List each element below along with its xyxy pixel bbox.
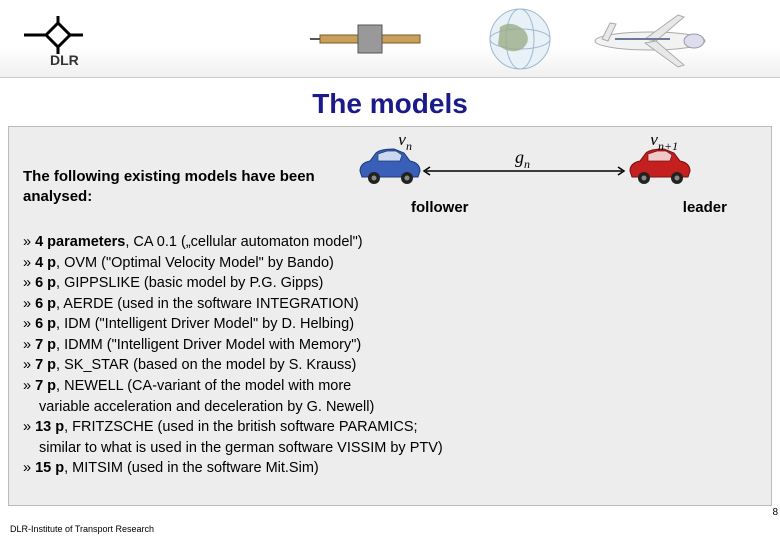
bullet: » (23, 296, 35, 312)
svg-text:vn: vn (398, 137, 412, 153)
vn-sub: n (406, 139, 412, 153)
model-param-count: 7 p (35, 337, 56, 353)
model-item: » 13 p, FRITZSCHE (used in the british s… (23, 418, 757, 438)
model-item: » 6 p, AERDE (used in the software INTEG… (23, 295, 757, 315)
page-number: 8 (772, 507, 778, 518)
model-list: » 4 parameters, CA 0.1 („cellular automa… (23, 233, 757, 479)
model-item: » 6 p, IDM ("Intelligent Driver Model" b… (23, 315, 757, 335)
model-param-count: 7 p (35, 357, 56, 373)
model-item: » 15 p, MITSIM (used in the software Mit… (23, 459, 757, 479)
leader-label: leader (683, 199, 727, 216)
bullet: » (23, 255, 35, 271)
intro-text: The following existing models have been … (23, 137, 343, 208)
follower-car-icon (360, 149, 420, 184)
car-following-diagram: vn gn vn+1 follower leader (343, 137, 757, 219)
model-param-count: 13 p (35, 419, 64, 435)
follower-label: follower (411, 199, 469, 216)
bullet: » (23, 234, 35, 250)
model-param-count: 4 p (35, 255, 56, 271)
model-description: , FRITZSCHE (used in the british softwar… (64, 419, 417, 435)
model-item: » 7 p, IDMM ("Intelligent Driver Model w… (23, 336, 757, 356)
header-bar: DLR (0, 0, 780, 78)
model-item-continuation: similar to what is used in the german so… (23, 439, 757, 459)
vn-symbol: v (398, 137, 406, 149)
model-item: » 4 p, OVM ("Optimal Velocity Model" by … (23, 254, 757, 274)
model-description: , IDMM ("Intelligent Driver Model with M… (56, 337, 361, 353)
bullet: » (23, 419, 35, 435)
bullet: » (23, 357, 35, 373)
car-diagram-svg: vn gn vn+1 (343, 137, 757, 197)
bullet: » (23, 337, 35, 353)
svg-text:gn: gn (515, 147, 530, 171)
model-param-count: 6 p (35, 296, 56, 312)
footer-text: DLR-Institute of Transport Research (10, 524, 154, 534)
bullet: » (23, 378, 35, 394)
model-item: » 7 p, SK_STAR (based on the model by S.… (23, 356, 757, 376)
dlr-logo: DLR (18, 12, 88, 58)
header-imagery (250, 0, 750, 78)
bullet: » (23, 460, 35, 476)
model-description: , CA 0.1 („cellular automaton model") (125, 234, 362, 250)
header-collage-icon (250, 3, 750, 75)
leader-car-icon (630, 149, 690, 184)
model-description: , AERDE (used in the software INTEGRATIO… (56, 296, 359, 312)
vn1-sub: n+1 (658, 139, 678, 153)
model-param-count: 6 p (35, 275, 56, 291)
logo-text: DLR (50, 52, 79, 68)
bullet: » (23, 275, 35, 291)
gn-symbol: g (515, 147, 524, 167)
model-item: » 6 p, GIPPSLIKE (basic model by P.G. Gi… (23, 274, 757, 294)
model-description: , NEWELL (CA-variant of the model with m… (56, 378, 351, 394)
model-description: , MITSIM (used in the software Mit.Sim) (64, 460, 319, 476)
model-item: » 4 parameters, CA 0.1 („cellular automa… (23, 233, 757, 253)
bullet: » (23, 316, 35, 332)
model-item-continuation: variable acceleration and deceleration b… (23, 398, 757, 418)
vn1-symbol: v (650, 137, 658, 149)
model-param-count: 4 parameters (35, 234, 125, 250)
model-description: , IDM ("Intelligent Driver Model" by D. … (56, 316, 354, 332)
model-description: , OVM ("Optimal Velocity Model" by Bando… (56, 255, 334, 271)
title-area: The models (0, 78, 780, 126)
intro-row: The following existing models have been … (23, 137, 757, 219)
gn-sub: n (524, 157, 530, 171)
page-title: The models (0, 88, 780, 120)
model-param-count: 6 p (35, 316, 56, 332)
model-description: , SK_STAR (based on the model by S. Krau… (56, 357, 356, 373)
model-param-count: 15 p (35, 460, 64, 476)
model-description: , GIPPSLIKE (basic model by P.G. Gipps) (56, 275, 323, 291)
model-item: » 7 p, NEWELL (CA-variant of the model w… (23, 377, 757, 397)
model-param-count: 7 p (35, 378, 56, 394)
content-box: The following existing models have been … (8, 126, 772, 506)
